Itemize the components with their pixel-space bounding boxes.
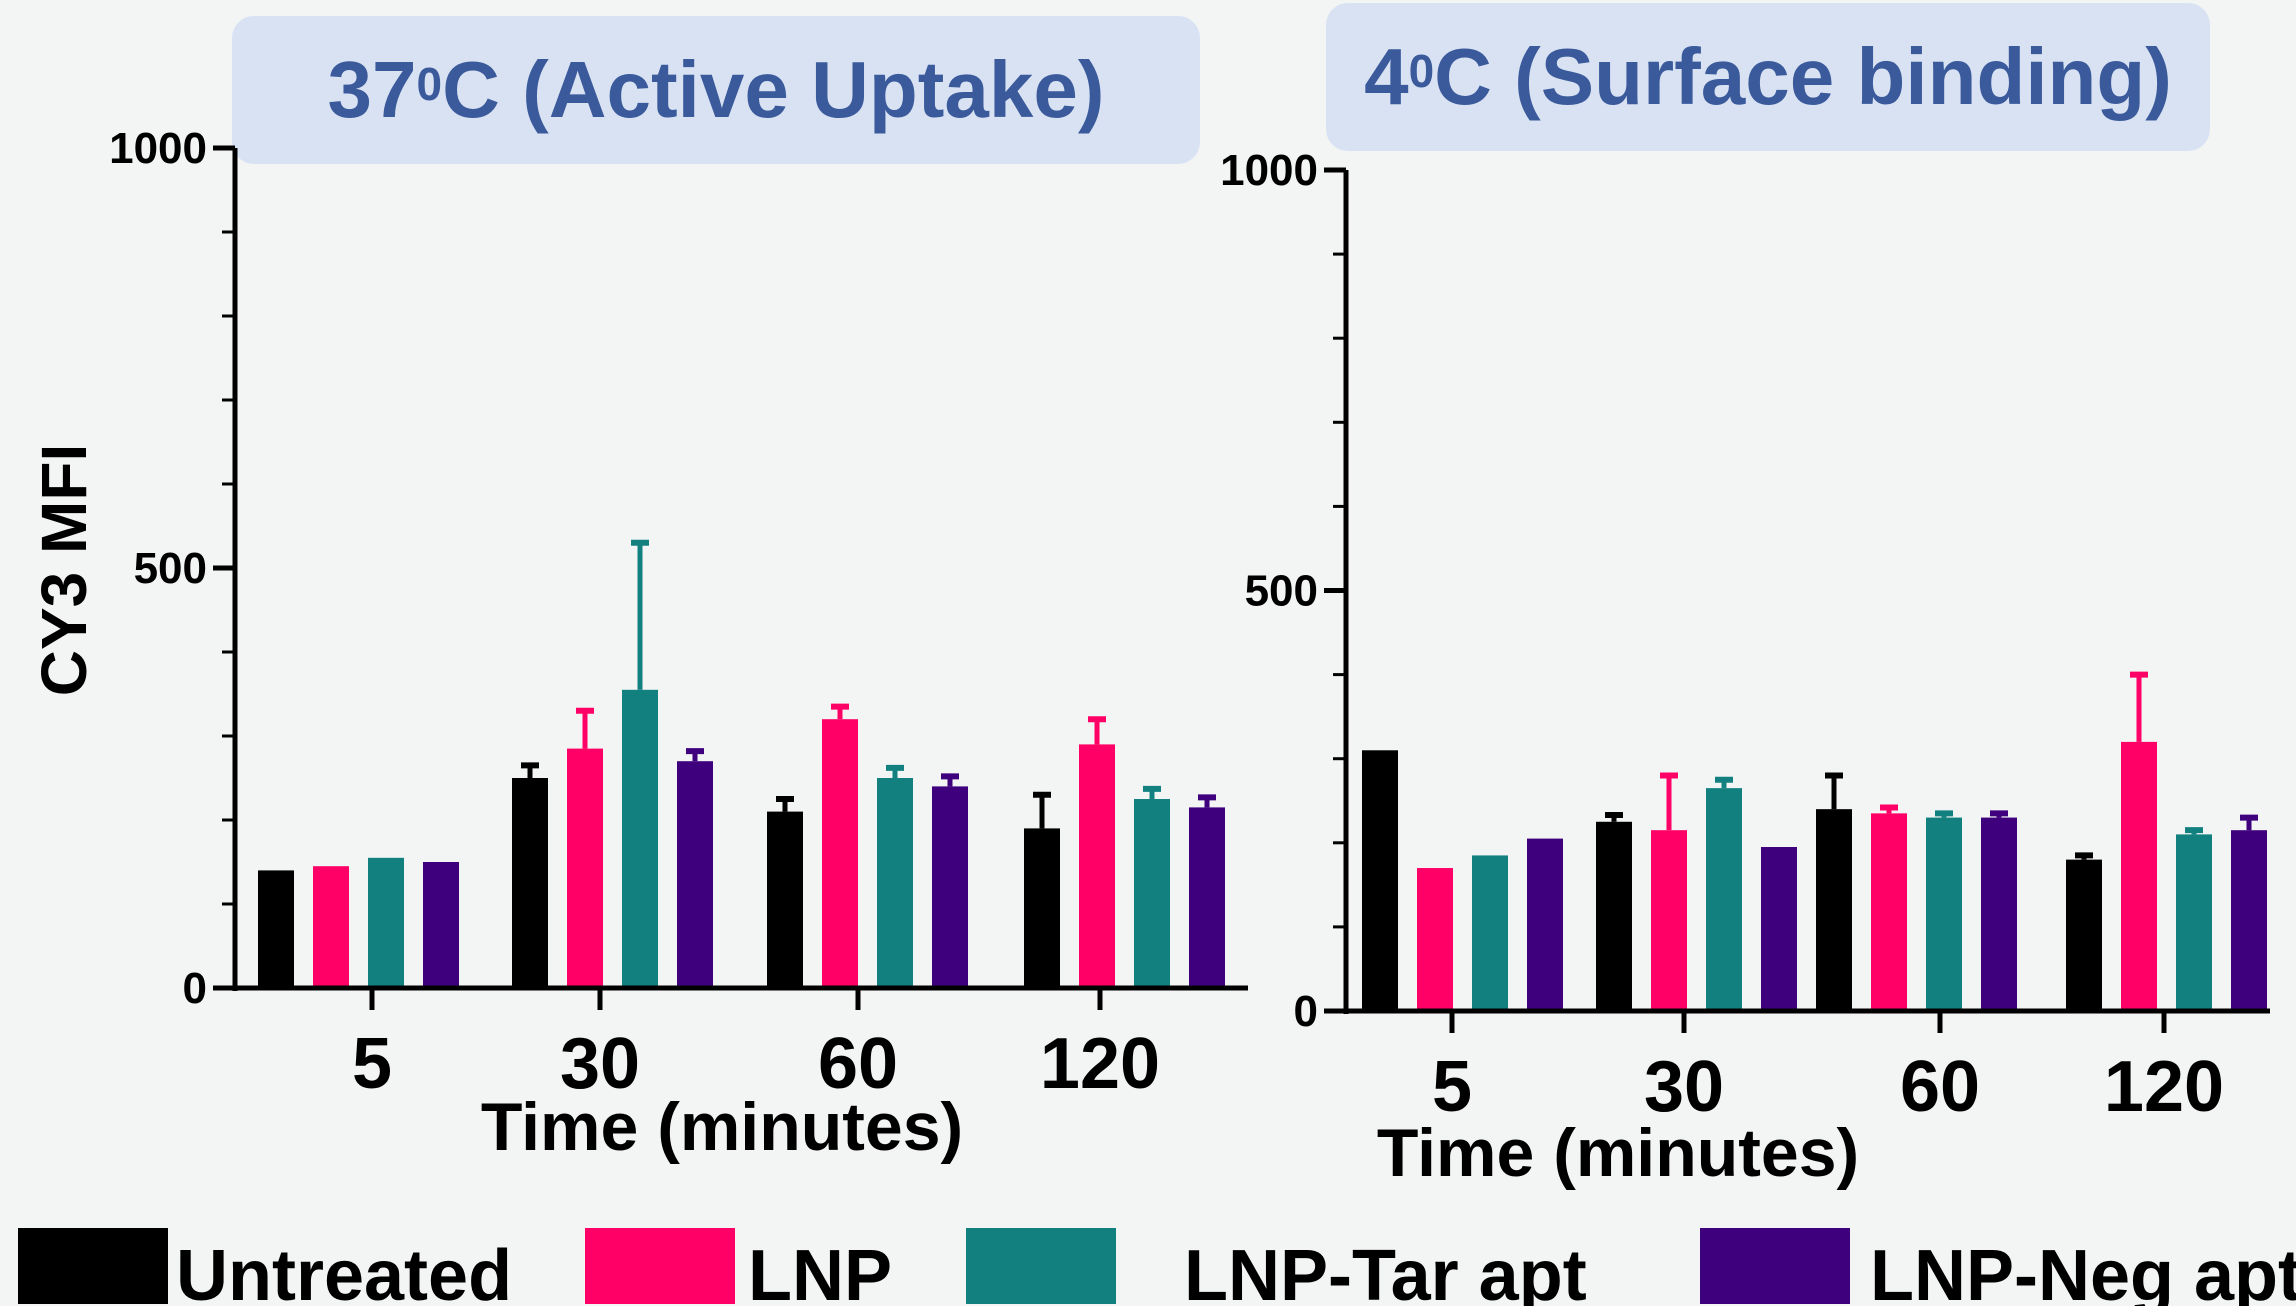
bar-1-untreated-5 — [1362, 750, 1398, 1011]
legend-swatch-lnp-tar-apt — [966, 1228, 1116, 1304]
x-category-label-1-60: 60 — [1900, 1047, 1980, 1127]
chart-title-left: 37 0 C (Active Uptake) — [232, 16, 1200, 164]
x-category-label-0-60: 60 — [818, 1024, 898, 1104]
y-tick-label-0-1000: 1000 — [109, 124, 207, 173]
bar-0-lnp-neg-apt-30 — [677, 761, 713, 988]
title-right-sup: 0 — [1408, 45, 1435, 97]
legend-label-lnp-tar-apt: LNP-Tar apt — [1184, 1236, 1587, 1306]
bar-1-untreated-30 — [1596, 821, 1632, 1011]
bar-0-untreated-5 — [258, 870, 294, 988]
bar-1-lnp-neg-apt-30 — [1761, 847, 1797, 1011]
bar-1-lnp-tar-apt-30 — [1706, 788, 1742, 1011]
bar-0-lnp-tar-apt-30 — [622, 689, 658, 988]
x-category-label-0-5: 5 — [352, 1024, 392, 1104]
y-tick-label-0-500: 500 — [134, 544, 207, 593]
bar-0-untreated-60 — [767, 811, 803, 988]
bar-0-untreated-30 — [512, 778, 548, 988]
bar-0-lnp-neg-apt-60 — [932, 786, 968, 988]
legend-label-untreated: Untreated — [176, 1236, 512, 1306]
bar-0-lnp-60 — [822, 719, 858, 988]
bar-1-lnp-neg-apt-120 — [2231, 830, 2267, 1011]
title-left-sup: 0 — [416, 58, 443, 110]
bar-1-lnp-5 — [1417, 868, 1453, 1011]
bar-1-lnp-neg-apt-5 — [1527, 838, 1563, 1011]
x-category-label-1-30: 30 — [1644, 1047, 1724, 1127]
legend-label-lnp-neg-apt: LNP-Neg apt — [1870, 1236, 2296, 1306]
bar-1-lnp-neg-apt-60 — [1981, 817, 2017, 1011]
bar-0-untreated-120 — [1024, 828, 1060, 988]
bar-1-lnp-tar-apt-120 — [2176, 834, 2212, 1011]
bar-1-lnp-tar-apt-5 — [1472, 855, 1508, 1011]
title-right-main: 4 — [1364, 32, 1409, 121]
x-axis-title-1: Time (minutes) — [1377, 1115, 1859, 1191]
y-axis-title: CY3 MFI — [28, 444, 100, 696]
bar-1-lnp-30 — [1651, 830, 1687, 1011]
bar-0-lnp-tar-apt-60 — [877, 778, 913, 988]
bar-0-lnp-neg-apt-120 — [1189, 807, 1225, 988]
legend-swatch-untreated — [18, 1228, 168, 1304]
bar-1-lnp-tar-apt-60 — [1926, 817, 1962, 1011]
bar-0-lnp-tar-apt-5 — [368, 857, 404, 988]
bar-0-lnp-30 — [567, 748, 603, 988]
bar-1-lnp-60 — [1871, 813, 1907, 1011]
title-left-rest: C (Active Uptake) — [442, 45, 1105, 134]
bar-1-lnp-120 — [2121, 741, 2157, 1011]
x-category-label-0-120: 120 — [1040, 1024, 1160, 1104]
bar-1-untreated-120 — [2066, 859, 2102, 1011]
x-category-label-0-30: 30 — [560, 1024, 640, 1104]
y-tick-label-1-500: 500 — [1245, 567, 1318, 616]
title-left-main: 37 — [327, 45, 417, 134]
bar-0-lnp-5 — [313, 866, 349, 988]
bar-0-lnp-neg-apt-5 — [423, 862, 459, 988]
legend-label-lnp: LNP — [748, 1236, 892, 1306]
legend-swatch-lnp — [585, 1228, 735, 1304]
y-tick-label-1-0: 0 — [1294, 987, 1318, 1036]
title-right-rest: C (Surface binding) — [1434, 32, 2172, 121]
bar-0-lnp-tar-apt-120 — [1134, 799, 1170, 988]
x-axis-title-0: Time (minutes) — [481, 1089, 963, 1165]
legend-swatch-lnp-neg-apt — [1700, 1228, 1850, 1304]
bar-0-lnp-120 — [1079, 744, 1115, 988]
x-category-label-1-120: 120 — [2104, 1047, 2224, 1127]
bar-1-untreated-60 — [1816, 809, 1852, 1011]
y-tick-label-0-0: 0 — [183, 964, 207, 1013]
y-tick-label-1-1000: 1000 — [1220, 146, 1318, 195]
x-category-label-1-5: 5 — [1432, 1047, 1472, 1127]
